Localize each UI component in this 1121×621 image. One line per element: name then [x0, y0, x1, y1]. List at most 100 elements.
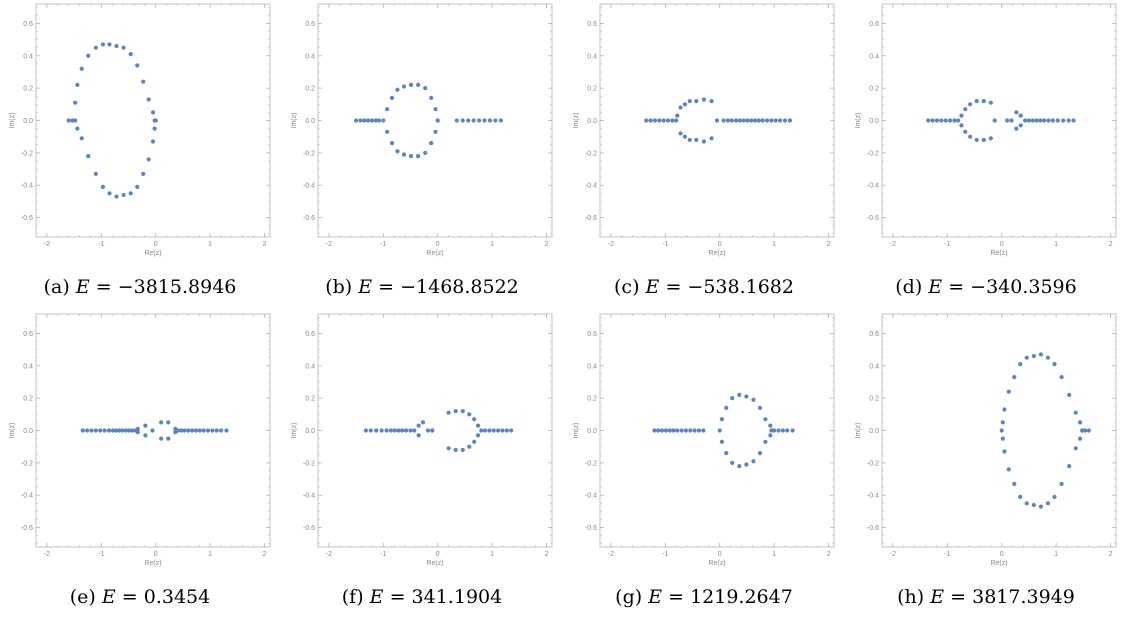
data-point: [143, 433, 148, 438]
data-point: [408, 82, 414, 88]
data-point: [1086, 428, 1091, 433]
data-point: [782, 118, 788, 123]
data-point: [1067, 392, 1072, 398]
data-point: [107, 191, 112, 196]
data-point: [1052, 494, 1057, 499]
data-point: [963, 107, 968, 112]
data-point: [166, 420, 171, 425]
data-point: [741, 118, 746, 123]
y-tick-label: 0.2: [587, 86, 597, 93]
y-tick-label: 0.0: [869, 428, 879, 435]
scatter-plot: -2 -1 0 1 2 -0.6 -0.4 -0.2 0.0 0.2 0.4 0.6 Re(z) Im(z…: [573, 313, 835, 567]
data-point: [159, 436, 164, 441]
y-tick-label: -0.6: [21, 215, 33, 222]
data-point: [73, 100, 78, 105]
data-point: [959, 113, 964, 118]
data-point: [120, 428, 125, 433]
data-point: [988, 136, 993, 141]
x-tick-label: -2: [608, 551, 614, 558]
x-tick-label: -1: [98, 241, 104, 248]
y-tick-label: 0.4: [869, 53, 879, 60]
y-tick-label: -0.6: [867, 215, 879, 222]
data-point: [416, 423, 421, 428]
data-point: [1012, 481, 1017, 486]
data-point: [674, 118, 679, 123]
data-point: [93, 428, 98, 433]
data-point: [1023, 118, 1028, 123]
data-point: [768, 433, 773, 438]
panel-4: -2 -1 0 1 2 -0.6 -0.4 -0.2 0.0 0.2 0.4 0.6 Re(z) Im(z…: [0, 310, 280, 620]
y-axis-label: Im(z): [9, 113, 16, 129]
data-point: [89, 428, 94, 433]
data-point: [780, 428, 785, 433]
data-point: [760, 118, 765, 123]
plot-frame: [317, 3, 553, 238]
data-point: [756, 118, 762, 123]
data-point: [785, 428, 790, 433]
data-point: [1050, 118, 1055, 123]
caption-variable: E: [930, 586, 945, 608]
x-axis-label: Re(z): [990, 560, 1007, 567]
y-axis-label: Im(z): [573, 423, 580, 439]
y-tick-label: 0.6: [23, 21, 33, 28]
data-point: [943, 118, 948, 123]
caption-variable: E: [358, 276, 373, 298]
data-point: [400, 428, 405, 433]
y-tick-label: 0.4: [869, 363, 879, 370]
data-point: [1045, 355, 1051, 360]
data-point: [1038, 504, 1044, 509]
data-point: [988, 100, 993, 105]
data-point: [224, 428, 229, 433]
data-point: [420, 420, 426, 425]
panel-caption: (b) E = −1468.8522: [282, 276, 562, 298]
data-point: [787, 118, 793, 123]
data-point: [682, 102, 687, 107]
caption-value: = 3817.3949: [944, 586, 1075, 608]
panel-caption: (a) E = −3815.8946: [0, 276, 280, 298]
data-point: [395, 149, 400, 154]
y-tick-label: -0.4: [21, 493, 33, 500]
data-point: [106, 428, 112, 433]
x-tick-label: -1: [98, 551, 104, 558]
data-point: [460, 408, 465, 414]
data-point: [362, 118, 367, 123]
y-tick-label: -0.4: [585, 493, 597, 500]
data-point: [423, 150, 428, 155]
data-point: [1080, 428, 1085, 433]
x-tick-label: 0: [718, 551, 722, 558]
data-point: [737, 463, 742, 469]
y-tick-label: 0.6: [305, 21, 315, 28]
data-point: [433, 107, 438, 112]
data-point: [389, 141, 395, 146]
x-tick-label: 2: [545, 551, 549, 558]
data-point: [696, 428, 702, 433]
x-tick-label: 1: [208, 241, 212, 248]
x-tick-label: 2: [1109, 241, 1113, 248]
caption-variable: E: [75, 276, 90, 298]
data-point: [141, 171, 146, 176]
data-point: [150, 428, 155, 433]
data-point: [128, 191, 133, 196]
data-point: [724, 451, 729, 456]
data-point: [429, 95, 434, 100]
x-tick-label: -1: [944, 241, 950, 248]
scatter-plot: -2 -1 0 1 2 -0.6 -0.4 -0.2 0.0 0.2 0.4 0.6 Re(z) Im(z…: [9, 3, 271, 257]
data-point: [496, 428, 501, 433]
y-axis-label: Im(z): [855, 423, 862, 439]
data-point: [778, 118, 783, 123]
y-tick-label: -0.2: [867, 150, 879, 157]
data-point: [218, 428, 224, 433]
data-point: [659, 428, 665, 433]
y-axis-label: Im(z): [9, 423, 16, 439]
scatter-plot: -2 -1 0 1 2 -0.6 -0.4 -0.2 0.0 0.2 0.4 0.6 Re(z) Im(z…: [9, 313, 271, 567]
data-point: [446, 446, 451, 451]
data-point: [1042, 118, 1047, 123]
data-point: [665, 118, 671, 123]
caption-variable: E: [928, 276, 943, 298]
data-point: [667, 428, 672, 433]
y-tick-label: 0.6: [305, 331, 315, 338]
data-point: [404, 428, 409, 433]
data-point: [454, 118, 459, 123]
x-tick-label: -1: [380, 241, 386, 248]
panel-caption: (d) E = −340.3596: [846, 276, 1121, 298]
